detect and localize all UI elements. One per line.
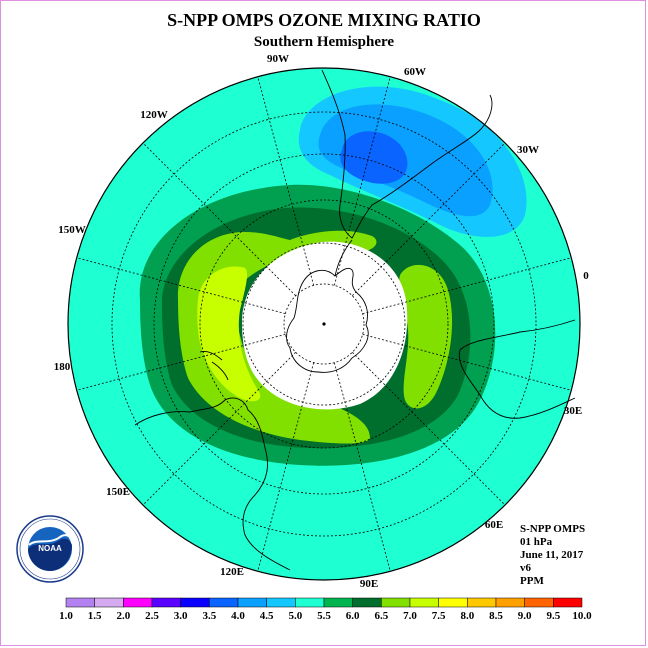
- colorbar-label: 3.0: [174, 610, 188, 622]
- colorbar-label: 6.0: [346, 610, 360, 622]
- colorbar-label: 5.0: [288, 610, 302, 622]
- australia-coast: [134, 397, 291, 571]
- map-title: S-NPP OMPS OZONE MIXING RATIO: [167, 10, 481, 30]
- info-instrument: S-NPP OMPS: [520, 523, 585, 535]
- contour-7-0: [197, 266, 261, 402]
- latitude-lines: [111, 111, 537, 537]
- meridian-line: [142, 352, 296, 506]
- colorbar-label: 4.0: [231, 610, 245, 622]
- lon-label-60w: 60W: [404, 66, 426, 78]
- colorbar-swatch: [524, 597, 554, 608]
- lon-label-90e: 90E: [360, 578, 378, 590]
- colorbar-label: 6.5: [374, 610, 388, 622]
- meridian-line: [333, 362, 391, 572]
- colorbar-swatch: [553, 597, 583, 608]
- info-block: S-NPP OMPS 01 hPa June 11, 2017 v6 PPM: [520, 523, 585, 587]
- colorbar-swatch: [266, 597, 296, 608]
- lon-label-120e: 120E: [220, 566, 244, 578]
- lon-label-90w: 90W: [267, 53, 289, 65]
- meridian-line: [352, 142, 506, 296]
- colorbar-label: 7.0: [403, 610, 417, 622]
- colorbar-label: 5.5: [317, 610, 331, 622]
- meridian-line: [362, 257, 572, 315]
- colorbar-swatch: [151, 597, 181, 608]
- colorbar-swatch: [381, 597, 411, 608]
- map-disc-outline: [67, 67, 581, 581]
- meridian-lines: [76, 76, 572, 572]
- colorbar-label: 3.5: [202, 610, 216, 622]
- map-subtitle: Southern Hemisphere: [254, 34, 394, 50]
- lon-label-150w: 150W: [58, 224, 86, 236]
- colorbar-label: 10.0: [572, 610, 592, 622]
- lon-label-120w: 120W: [140, 109, 168, 121]
- colorbar-label: 7.5: [432, 610, 446, 622]
- ozone-contours: [139, 86, 527, 466]
- colorbar: 1.0 1.5 2.0 2.5 3.0 3.5 4.0 4.5 5.0 5.5 6.0 6.5 7.0 7…: [59, 597, 592, 622]
- info-units: PPM: [520, 575, 544, 587]
- colorbar-swatch: [495, 597, 525, 608]
- meridian-line: [333, 76, 391, 286]
- colorbar-swatch: [237, 597, 267, 608]
- colorbar-label: 8.0: [460, 610, 474, 622]
- colorbar-label: 9.5: [546, 610, 560, 622]
- meridian-line: [76, 257, 286, 315]
- colorbar-label: 4.5: [260, 610, 274, 622]
- colorbar-swatch: [180, 597, 210, 608]
- colorbar-swatch: [323, 597, 353, 608]
- colorbar-swatch: [295, 597, 325, 608]
- colorbar-swatch: [123, 597, 153, 608]
- lon-label-30w: 30W: [517, 144, 539, 156]
- lon-label-30e: 30E: [564, 405, 582, 417]
- colorbar-swatch: [65, 597, 95, 608]
- lon-label-150e: 150E: [106, 486, 130, 498]
- noaa-logo-text: NOAA: [38, 544, 62, 553]
- lon-label-180: 180: [54, 361, 71, 373]
- contour-3-5: [340, 131, 408, 184]
- lon-label-0: 0: [583, 270, 589, 282]
- info-version: v6: [520, 562, 532, 574]
- colorbar-swatch: [94, 597, 124, 608]
- colorbar-label: 1.5: [88, 610, 102, 622]
- colorbar-swatch: [409, 597, 439, 608]
- antarctic-peninsula: [334, 239, 353, 277]
- colorbar-swatch: [467, 597, 497, 608]
- meridian-line: [257, 76, 315, 286]
- colorbar-label: 9.0: [518, 610, 532, 622]
- meridian-line: [76, 333, 286, 391]
- lon-label-60e: 60E: [485, 519, 503, 531]
- colorbar-label: 2.0: [116, 610, 130, 622]
- colorbar-label: 1.0: [59, 610, 73, 622]
- colorbar-label: 2.5: [145, 610, 159, 622]
- colorbar-swatch: [438, 597, 468, 608]
- coastlines: [134, 69, 576, 571]
- south-pole-marker: [322, 322, 326, 326]
- longitude-labels: 90W 60W 30W 0 30E 60E 90E 120E 150E 180 …: [54, 53, 590, 590]
- new-zealand-coast: [199, 351, 229, 381]
- meridian-line: [362, 333, 572, 391]
- meridian-line: [257, 362, 315, 572]
- south-america-coast: [321, 69, 493, 239]
- colorbar-label: 8.5: [489, 610, 503, 622]
- colorbar-swatch: [352, 597, 382, 608]
- info-level: 01 hPa: [520, 536, 553, 548]
- meridian-line: [352, 352, 506, 506]
- colorbar-swatch: [209, 597, 239, 608]
- info-date: June 11, 2017: [520, 549, 584, 561]
- meridian-line: [142, 142, 296, 296]
- noaa-logo: NOAA: [16, 515, 84, 583]
- antarctica-coast: [286, 267, 369, 373]
- africa-coast: [458, 319, 576, 419]
- contour-6-5-east: [399, 264, 453, 409]
